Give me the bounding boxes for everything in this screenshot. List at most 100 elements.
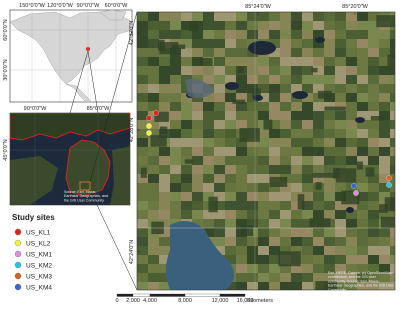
- field: [346, 273, 357, 282]
- forest: [317, 90, 332, 99]
- field: [137, 219, 148, 228]
- field: [269, 147, 280, 156]
- field: [368, 138, 379, 147]
- field: [302, 174, 313, 183]
- field: [291, 237, 302, 246]
- field: [181, 201, 192, 210]
- field: [148, 192, 159, 201]
- field: [291, 75, 302, 84]
- field: [170, 84, 181, 93]
- field: [225, 75, 236, 84]
- field: [269, 192, 280, 201]
- field: [236, 75, 247, 84]
- field: [258, 156, 269, 165]
- field: [269, 273, 280, 282]
- field: [247, 12, 258, 21]
- field: [258, 30, 269, 39]
- field: [269, 201, 280, 210]
- field: [324, 264, 335, 273]
- field: [258, 21, 269, 30]
- field: [324, 111, 335, 120]
- latitude-label: 42°32'0"N: [129, 21, 135, 45]
- field: [357, 66, 368, 75]
- legend: Study sites US_KL1 US_KL2 US_KM1 US_KM2 US_K…: [12, 213, 55, 291]
- field: [368, 183, 379, 192]
- lower-peninsula: [65, 139, 111, 197]
- field: [280, 129, 291, 138]
- field: [225, 219, 236, 228]
- field: [291, 210, 302, 219]
- field: [247, 93, 258, 102]
- field: [236, 192, 247, 201]
- field: [291, 66, 302, 75]
- field: [170, 183, 181, 192]
- field: [313, 174, 324, 183]
- field: [313, 192, 324, 201]
- field: [379, 57, 390, 66]
- field: [379, 156, 390, 165]
- field: [291, 30, 302, 39]
- field: [280, 102, 291, 111]
- field: [214, 210, 225, 219]
- field: [324, 30, 335, 39]
- field: [225, 282, 236, 290]
- field: [324, 165, 335, 174]
- field: [225, 165, 236, 174]
- field: [247, 183, 258, 192]
- field: [313, 111, 324, 120]
- field: [335, 192, 346, 201]
- field: [346, 282, 357, 290]
- field: [291, 138, 302, 147]
- field: [214, 129, 225, 138]
- field: [148, 12, 159, 21]
- legend-label: US_KM2: [26, 262, 52, 269]
- field: [247, 66, 258, 75]
- field: [280, 75, 291, 84]
- attribution: Esri, HERE, Garmin, (c) OpenStreetMap con…: [328, 271, 395, 292]
- field: [390, 111, 395, 120]
- field: [203, 39, 214, 48]
- field: [148, 156, 159, 165]
- field: [159, 12, 170, 21]
- field: [302, 129, 313, 138]
- field: [181, 129, 192, 138]
- field: [236, 30, 247, 39]
- site-marker: [386, 175, 392, 181]
- field: [181, 165, 192, 174]
- field: [214, 30, 225, 39]
- field: [357, 174, 368, 183]
- field: [258, 264, 269, 273]
- field: [368, 174, 379, 183]
- field: [181, 48, 192, 57]
- field: [291, 111, 302, 120]
- field: [313, 120, 324, 129]
- field: [324, 102, 335, 111]
- field: [203, 210, 214, 219]
- field: [346, 147, 357, 156]
- field: [335, 156, 346, 165]
- field: [379, 66, 390, 75]
- field: [335, 39, 346, 48]
- field: [192, 12, 203, 21]
- field: [225, 210, 236, 219]
- site-marker: [146, 123, 152, 129]
- field: [346, 57, 357, 66]
- field: [192, 147, 203, 156]
- longitude-label: 60°0'0"W: [105, 3, 128, 9]
- field: [269, 111, 280, 120]
- field: [302, 255, 313, 264]
- site-marker: [153, 110, 159, 116]
- field: [335, 30, 346, 39]
- field: [225, 183, 236, 192]
- field: [148, 129, 159, 138]
- field: [170, 93, 181, 102]
- field: [269, 183, 280, 192]
- field: [247, 30, 258, 39]
- field: [148, 48, 159, 57]
- field: [324, 66, 335, 75]
- field: [225, 93, 236, 102]
- field: [247, 120, 258, 129]
- field: [258, 201, 269, 210]
- field: [368, 147, 379, 156]
- field: [357, 120, 368, 129]
